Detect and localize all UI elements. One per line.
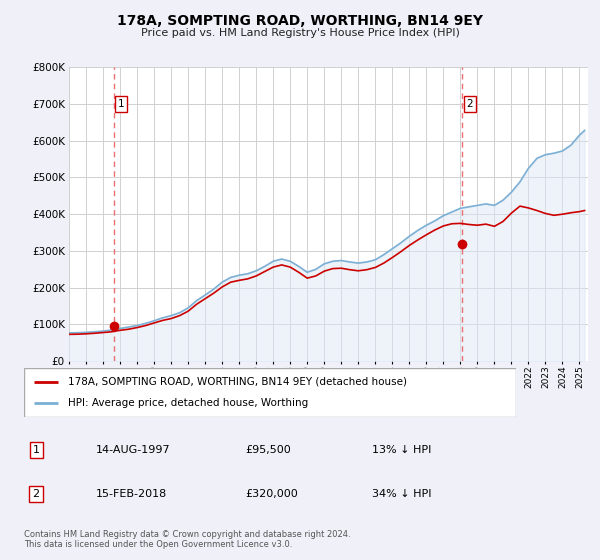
Text: Price paid vs. HM Land Registry's House Price Index (HPI): Price paid vs. HM Land Registry's House … (140, 28, 460, 38)
Text: 1: 1 (32, 445, 40, 455)
Text: 13% ↓ HPI: 13% ↓ HPI (372, 445, 431, 455)
Text: 15-FEB-2018: 15-FEB-2018 (96, 489, 167, 499)
Text: £95,500: £95,500 (245, 445, 290, 455)
Text: 2: 2 (467, 99, 473, 109)
Text: 34% ↓ HPI: 34% ↓ HPI (372, 489, 431, 499)
Text: £320,000: £320,000 (245, 489, 298, 499)
Text: Contains HM Land Registry data © Crown copyright and database right 2024.
This d: Contains HM Land Registry data © Crown c… (24, 530, 350, 549)
Text: 178A, SOMPTING ROAD, WORTHING, BN14 9EY (detached house): 178A, SOMPTING ROAD, WORTHING, BN14 9EY … (68, 377, 407, 387)
Text: HPI: Average price, detached house, Worthing: HPI: Average price, detached house, Wort… (68, 398, 308, 408)
Text: 14-AUG-1997: 14-AUG-1997 (96, 445, 170, 455)
FancyBboxPatch shape (24, 368, 516, 417)
Text: 178A, SOMPTING ROAD, WORTHING, BN14 9EY: 178A, SOMPTING ROAD, WORTHING, BN14 9EY (117, 14, 483, 28)
Text: 2: 2 (32, 489, 40, 499)
Text: 1: 1 (118, 99, 124, 109)
